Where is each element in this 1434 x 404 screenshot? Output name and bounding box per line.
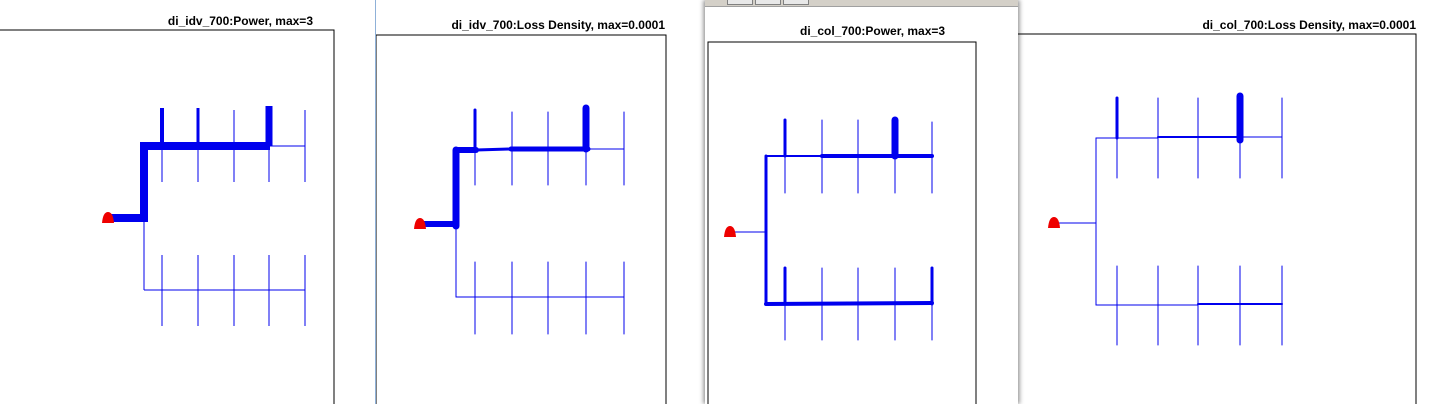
plot-title: di_col_700:Loss Density, max=0.0001 bbox=[1202, 18, 1416, 32]
network-plot bbox=[1018, 33, 1417, 404]
feeder-segment bbox=[764, 301, 934, 306]
toolbar bbox=[705, 0, 1018, 7]
source-marker bbox=[1048, 217, 1060, 228]
plot-frame bbox=[0, 29, 335, 404]
toolbar-button[interactable] bbox=[783, 0, 809, 5]
feeder-segment bbox=[474, 147, 513, 152]
plot-window-idv-loss[interactable]: di_idv_700:Loss Density, max=0.0001 bbox=[375, 0, 705, 404]
plot-frame bbox=[707, 41, 977, 404]
plot-window-idv-power[interactable]: di_idv_700:Power, max=3 bbox=[0, 0, 375, 404]
plot-frame bbox=[376, 34, 667, 404]
plot-title: di_idv_700:Power, max=3 bbox=[167, 14, 313, 28]
toolbar-button[interactable] bbox=[755, 0, 781, 5]
source-marker bbox=[414, 218, 426, 229]
plot-title: di_col_700:Power, max=3 bbox=[800, 24, 946, 38]
plot-window-col-power[interactable]: di_col_700:Power, max=3 bbox=[705, 0, 1018, 404]
plot-window-col-loss[interactable]: di_col_700:Loss Density, max=0.0001 bbox=[1018, 0, 1434, 404]
network-plot bbox=[707, 41, 977, 404]
toolbar-button[interactable] bbox=[727, 0, 753, 5]
network-plot bbox=[0, 29, 335, 404]
plot-frame bbox=[1018, 33, 1417, 404]
source-marker bbox=[102, 212, 114, 223]
source-marker bbox=[724, 226, 736, 237]
network-plot bbox=[376, 34, 667, 404]
plot-title: di_idv_700:Loss Density, max=0.0001 bbox=[451, 18, 665, 32]
